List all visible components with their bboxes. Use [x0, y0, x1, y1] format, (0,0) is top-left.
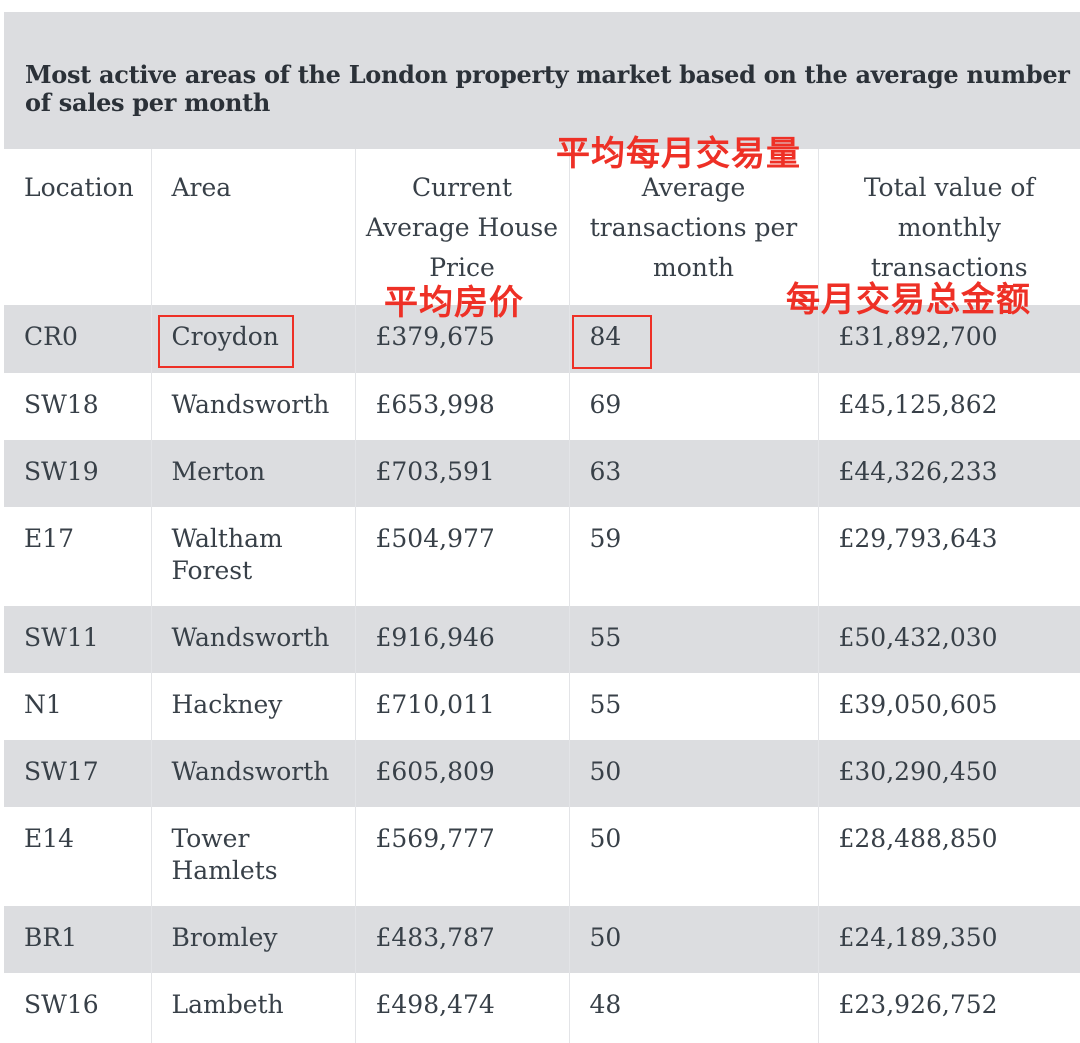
table-row: N1 Hackney £710,011 55 £39,050,605 [4, 673, 1080, 740]
cell-location: SW18 [4, 373, 152, 440]
header-total: Total value of monthly transactions [863, 173, 1035, 282]
cell-location: SW16 [4, 973, 152, 1043]
cell-location: BR1 [4, 906, 152, 973]
table-title: Most active areas of the London property… [25, 60, 1070, 117]
cell-location: E14 [4, 807, 152, 906]
cell-location: N1 [4, 673, 152, 740]
cell-total: £29,793,643 [838, 524, 998, 553]
annotation-transactions: 平均每月交易量 [556, 134, 801, 174]
cell-area: Waltham Forest [151, 507, 356, 606]
cell-total: £50,432,030 [818, 606, 1080, 673]
cell-price: £483,787 [355, 906, 570, 973]
table-row: E17 Waltham Forest £504,977 59 £29,793,6… [4, 507, 1080, 606]
cell-price: £653,998 [355, 373, 570, 440]
cell-area: Merton [151, 440, 356, 507]
header-location: Location [4, 149, 152, 305]
header-transactions: Average transactions per month [569, 149, 819, 305]
cell-price: £703,591 [355, 440, 570, 507]
cell-transactions: 50 [569, 906, 819, 973]
cell-total: £24,189,350 [818, 906, 1080, 973]
annotation-price: 平均房价 [384, 283, 524, 323]
table-row: SW16 Lambeth £498,474 48 £23,926,752 [4, 973, 1080, 1043]
cell-transactions: 48 [569, 973, 819, 1043]
cell-location: CR0 [4, 305, 152, 373]
cell-total: £39,050,605 [838, 690, 998, 719]
table-row: BR1 Bromley £483,787 50 £24,189,350 [4, 906, 1080, 973]
cell-area: Bromley [151, 906, 356, 973]
table-row: SW11 Wandsworth £916,946 55 £50,432,030 [4, 606, 1080, 673]
cell-total: £28,488,850 [838, 824, 998, 853]
cell-total: £44,326,233 [818, 440, 1080, 507]
cell-transactions: 50 [569, 740, 819, 807]
cell-area: Wandsworth [151, 740, 356, 807]
highlight-box-transactions [572, 315, 652, 369]
header-row: Location Area Current Average House Pric… [4, 149, 1080, 305]
cell-price: £498,474 [355, 973, 570, 1043]
cell-area: Hackney [151, 673, 356, 740]
cell-price: £379,675 [355, 305, 570, 373]
cell-area: Lambeth [151, 973, 356, 1043]
cell-transactions: 59 [569, 507, 819, 606]
highlight-box-croydon [158, 315, 294, 368]
cell-price: £605,809 [355, 740, 570, 807]
cell-location: E17 [4, 507, 152, 606]
annotation-total: 每月交易总金额 [786, 280, 1031, 320]
cell-price: £916,946 [355, 606, 570, 673]
cell-total: £30,290,450 [818, 740, 1080, 807]
cell-location: SW11 [4, 606, 152, 673]
cell-price: £569,777 [355, 807, 570, 906]
header-area: Area [151, 149, 356, 305]
header-price: Current Average House Price [355, 149, 570, 305]
cell-total: £31,892,700 [818, 305, 1080, 373]
cell-total: £23,926,752 [838, 990, 998, 1019]
cell-total: £45,125,862 [838, 390, 998, 419]
cell-area: Wandsworth [151, 373, 356, 440]
cell-transactions: 63 [569, 440, 819, 507]
cell-location: SW17 [4, 740, 152, 807]
cell-area: Tower Hamlets [151, 807, 356, 906]
page: Most active areas of the London property… [0, 12, 1080, 1043]
title-bar: Most active areas of the London property… [4, 12, 1080, 149]
cell-area: Wandsworth [151, 606, 356, 673]
table-row: E14 Tower Hamlets £569,777 50 £28,488,85… [4, 807, 1080, 906]
cell-transactions: 55 [569, 606, 819, 673]
cell-price: £504,977 [355, 507, 570, 606]
cell-transactions: 69 [569, 373, 819, 440]
cell-price: £710,011 [355, 673, 570, 740]
cell-transactions: 55 [569, 673, 819, 740]
cell-transactions: 50 [569, 807, 819, 906]
table-row: SW18 Wandsworth £653,998 69 £45,125,862 [4, 373, 1080, 440]
table-row: SW19 Merton £703,591 63 £44,326,233 [4, 440, 1080, 507]
cell-location: SW19 [4, 440, 152, 507]
table-row: SW17 Wandsworth £605,809 50 £30,290,450 [4, 740, 1080, 807]
